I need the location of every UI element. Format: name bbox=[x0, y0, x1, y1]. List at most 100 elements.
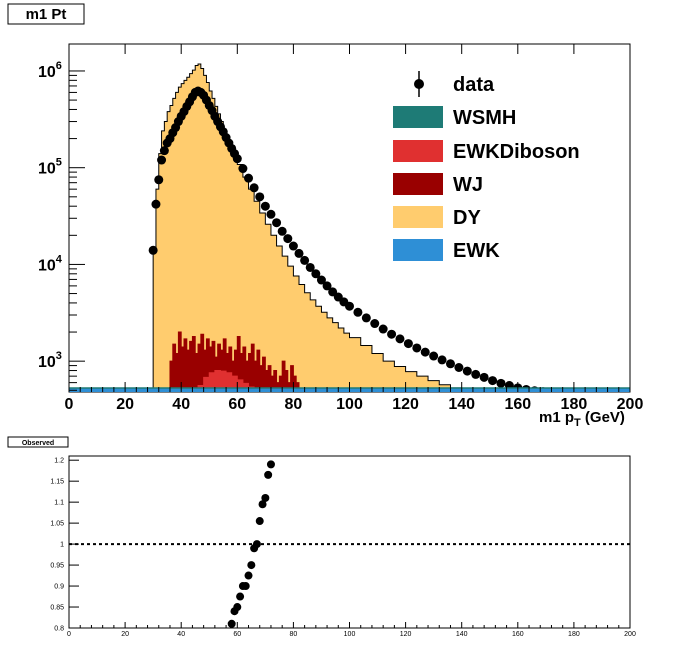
ratio-point bbox=[241, 582, 250, 591]
data-point bbox=[238, 164, 248, 174]
legend-label: data bbox=[453, 74, 495, 96]
ratio-point bbox=[261, 493, 270, 502]
legend-label: EWKDiboson bbox=[453, 141, 580, 163]
data-point bbox=[244, 173, 254, 183]
main-title: m1 Pt bbox=[26, 6, 67, 23]
data-point bbox=[283, 234, 293, 244]
ratio-title: Observed bbox=[22, 440, 54, 447]
ratio-y-tick-label: 1.05 bbox=[50, 521, 64, 528]
main-y-axis: 103 104 105 106 bbox=[38, 60, 85, 391]
ratio-x-tick-label: 140 bbox=[456, 631, 468, 638]
legend-entry: DY bbox=[393, 206, 481, 229]
data-point bbox=[445, 359, 455, 369]
ratio-x-axis: 0 20 40 60 80 100 120 140 160 180 200 bbox=[67, 622, 636, 638]
ratio-point bbox=[227, 619, 236, 628]
legend-label: WSMH bbox=[453, 107, 516, 129]
ratio-x-tick-label: 0 bbox=[67, 631, 71, 638]
data-point bbox=[437, 355, 447, 365]
ratio-point bbox=[264, 470, 273, 479]
data-point bbox=[305, 262, 315, 272]
data-point bbox=[395, 334, 405, 344]
data-point bbox=[157, 155, 167, 165]
data-point bbox=[429, 351, 439, 361]
main-title-box: m1 Pt bbox=[7, 3, 85, 25]
data-point bbox=[272, 218, 282, 228]
data-point bbox=[311, 269, 321, 279]
x-tick-label: 100 bbox=[336, 396, 363, 413]
data-point bbox=[148, 245, 158, 255]
ratio-x-tick-label: 20 bbox=[121, 631, 129, 638]
ratio-x-tick-label: 40 bbox=[177, 631, 185, 638]
data-point bbox=[353, 307, 363, 317]
x-tick-label: 160 bbox=[504, 396, 531, 413]
ratio-y-tick-label: 1.2 bbox=[54, 458, 64, 465]
ratio-point bbox=[236, 592, 245, 601]
ratio-x-tick-label: 160 bbox=[512, 631, 524, 638]
ratio-x-tick-label: 60 bbox=[233, 631, 241, 638]
legend-swatch bbox=[393, 106, 443, 128]
legend-label: EWK bbox=[453, 240, 500, 262]
y-tick-label: 106 bbox=[38, 60, 62, 81]
legend-entry: EWKDiboson bbox=[393, 140, 580, 163]
data-point bbox=[255, 192, 265, 202]
ratio-y-tick-label: 0.95 bbox=[50, 563, 64, 570]
ratio-point bbox=[244, 571, 253, 580]
x-tick-label: 140 bbox=[448, 396, 475, 413]
legend-entry: EWK bbox=[393, 239, 500, 262]
data-point bbox=[378, 324, 388, 334]
data-point bbox=[151, 199, 161, 209]
legend-swatch bbox=[393, 239, 443, 261]
x-tick-label: 120 bbox=[392, 396, 419, 413]
ratio-points-group bbox=[227, 460, 275, 628]
data-point bbox=[159, 146, 169, 156]
ratio-x-tick-label: 120 bbox=[400, 631, 412, 638]
ratio-y-axis: 0.8 0.85 0.9 0.95 1 1.05 1.1 1.15 1.2 bbox=[50, 458, 79, 633]
ratio-x-tick-label: 80 bbox=[290, 631, 298, 638]
data-point bbox=[249, 183, 259, 193]
data-point bbox=[266, 209, 276, 219]
data-point bbox=[361, 313, 371, 323]
legend-label: WJ bbox=[453, 174, 483, 196]
data-point bbox=[454, 363, 464, 373]
legend-swatch bbox=[393, 173, 443, 195]
ratio-point bbox=[266, 460, 275, 469]
ratio-point bbox=[233, 603, 242, 612]
data-point bbox=[316, 275, 326, 285]
data-point bbox=[471, 369, 481, 379]
y-tick-label: 103 bbox=[38, 350, 62, 371]
legend-label: DY bbox=[453, 207, 481, 229]
data-point bbox=[479, 372, 489, 382]
ratio-title-box: Observed bbox=[7, 436, 69, 448]
x-tick-label: 40 bbox=[172, 396, 190, 413]
x-tick-label: 0 bbox=[65, 396, 74, 413]
ratio-point bbox=[258, 500, 267, 509]
data-point bbox=[300, 255, 310, 265]
main-x-axis-title: m1 pT (GeV) bbox=[539, 409, 625, 429]
data-point bbox=[154, 175, 164, 185]
ewkdiboson-histogram bbox=[197, 370, 261, 392]
ratio-point bbox=[252, 540, 261, 549]
ratio-y-tick-label: 0.9 bbox=[54, 584, 64, 591]
legend-swatch bbox=[393, 140, 443, 162]
legend: data WSMH EWKDiboson WJ DY EWK bbox=[393, 71, 580, 262]
data-point bbox=[496, 378, 506, 388]
ratio-point bbox=[247, 561, 256, 570]
x-tick-label: 180 bbox=[561, 396, 588, 413]
y-tick-label: 105 bbox=[38, 157, 62, 178]
main-x-axis: 0 20 40 60 80 100 120 140 160 180 200 bbox=[65, 44, 644, 413]
x-tick-label: 200 bbox=[617, 396, 644, 413]
ratio-plot-frame bbox=[68, 455, 631, 629]
data-point bbox=[387, 329, 397, 339]
ratio-point bbox=[255, 517, 264, 526]
ratio-x-tick-label: 100 bbox=[344, 631, 356, 638]
data-point bbox=[322, 281, 332, 291]
data-point bbox=[277, 226, 287, 236]
data-point bbox=[403, 339, 413, 349]
x-tick-label: 60 bbox=[228, 396, 246, 413]
data-point bbox=[412, 343, 422, 353]
legend-entry: data bbox=[414, 71, 495, 97]
ratio-y-tick-label: 1 bbox=[60, 542, 64, 549]
x-tick-label: 80 bbox=[285, 396, 303, 413]
legend-marker bbox=[414, 79, 424, 89]
